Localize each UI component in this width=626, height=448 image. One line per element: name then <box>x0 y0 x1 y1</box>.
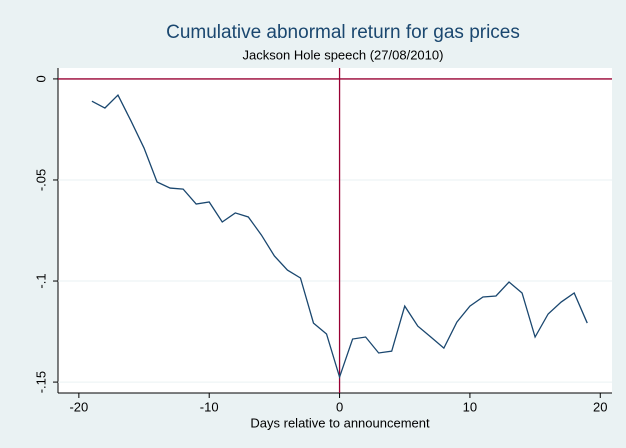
x-tick-label: -10 <box>200 399 219 414</box>
chart-title: Cumulative abnormal return for gas price… <box>166 22 520 43</box>
y-tick-label: 0 <box>33 75 48 82</box>
y-tick-label: -.1 <box>33 273 48 288</box>
y-tick-label: -.05 <box>33 169 48 191</box>
plot-area <box>58 68 612 393</box>
x-axis-label: Days relative to announcement <box>250 415 430 430</box>
x-tick-label: 10 <box>463 399 477 414</box>
y-tick-label: -.15 <box>33 371 48 393</box>
line-series <box>91 93 588 380</box>
x-tick-label: 0 <box>336 399 343 414</box>
x-tick-label: -20 <box>69 399 88 414</box>
x-tick-label: 20 <box>593 399 607 414</box>
chart-subtitle: Jackson Hole speech (27/08/2010) <box>243 47 444 62</box>
